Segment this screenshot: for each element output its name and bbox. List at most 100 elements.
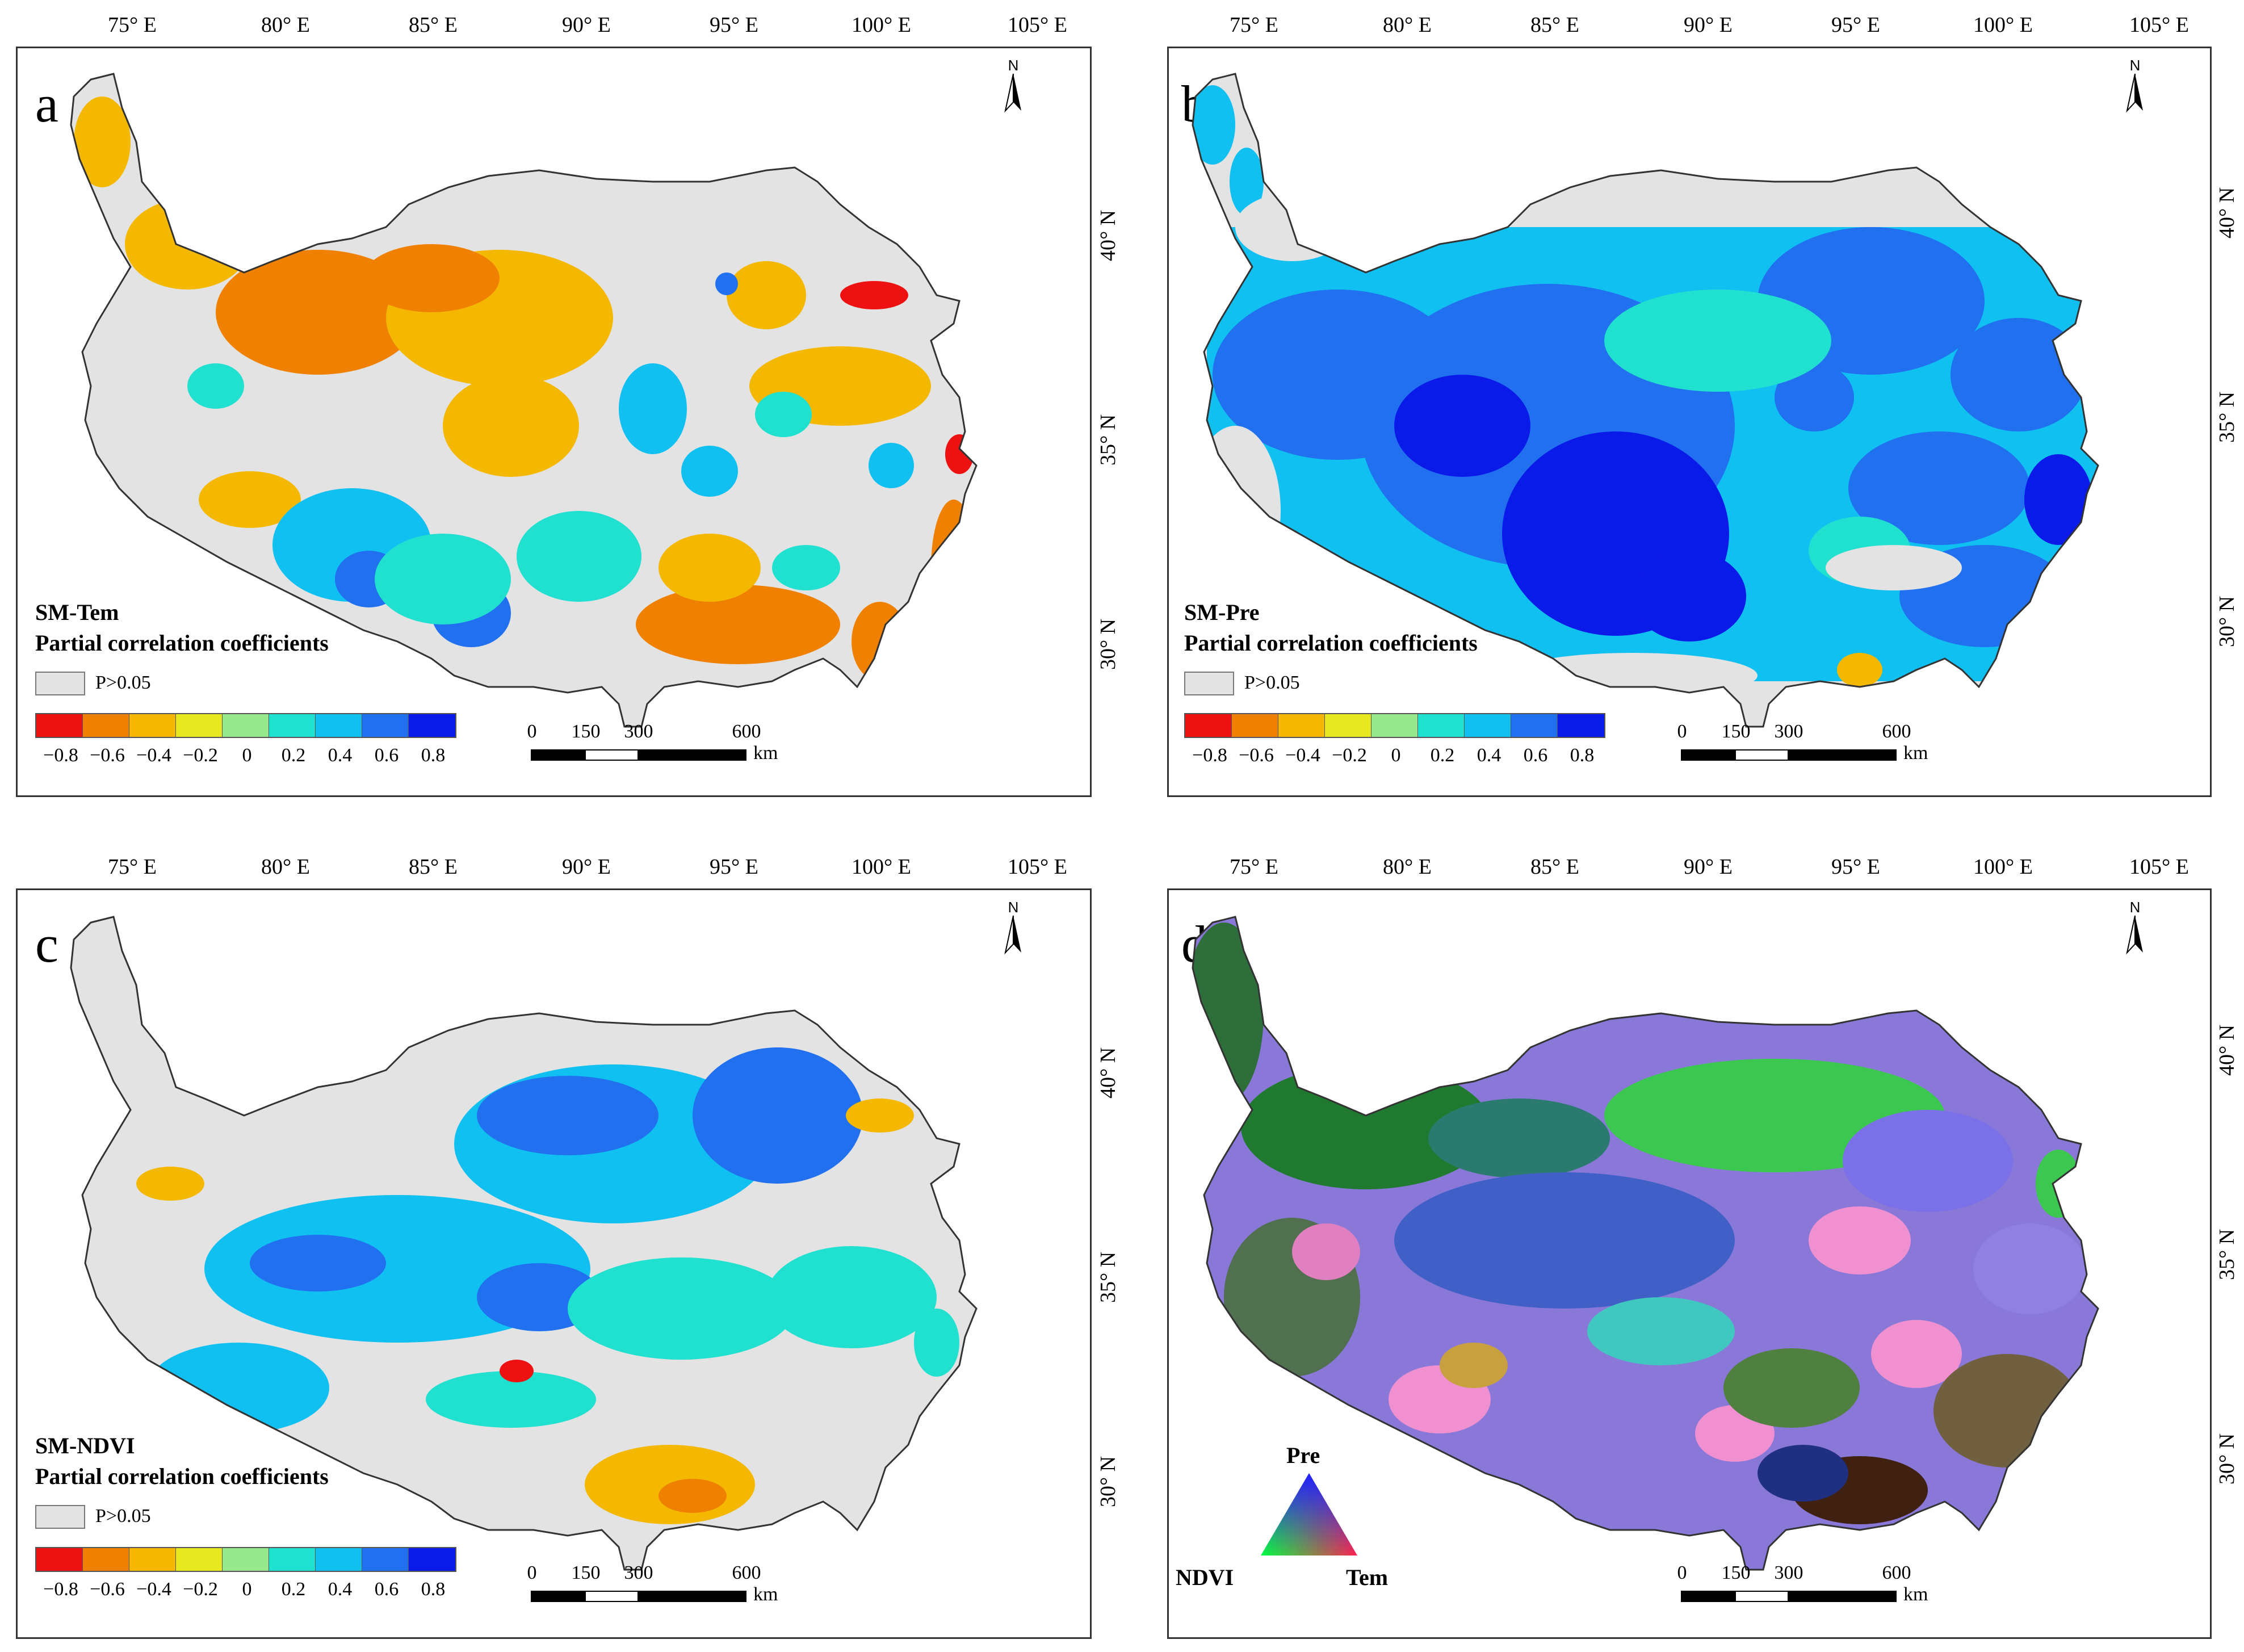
p-value-label: P>0.05 xyxy=(95,672,151,693)
colorbar-swatch xyxy=(316,1548,362,1571)
lat-label: 35° N xyxy=(2215,1228,2239,1280)
lat-label: 40° N xyxy=(1096,1047,1120,1098)
lon-label: 95° E xyxy=(1831,855,1880,879)
colorbar-swatch xyxy=(83,714,129,737)
lon-label: 95° E xyxy=(710,13,758,37)
colorbar-swatch xyxy=(1278,714,1325,737)
lon-label: 90° E xyxy=(562,13,611,37)
colorbar-swatch xyxy=(316,714,362,737)
lon-label: 100° E xyxy=(852,13,911,37)
triangle-label-pre: Pre xyxy=(1286,1443,1320,1468)
correlation-patches xyxy=(136,1047,959,1524)
lon-label: 80° E xyxy=(261,13,310,37)
correlation-patches xyxy=(74,97,976,681)
lat-label: 30° N xyxy=(2215,1433,2239,1485)
p-value-swatch xyxy=(35,672,85,695)
colorbar-swatch xyxy=(409,1548,455,1571)
colorbar xyxy=(1184,713,1605,738)
lon-label: 90° E xyxy=(1684,855,1733,879)
colorbar-swatch xyxy=(176,1548,223,1571)
colorbar-swatch xyxy=(1418,714,1465,737)
colorbar-swatch xyxy=(83,1548,129,1571)
colorbar-swatch xyxy=(269,1548,316,1571)
lon-label: 80° E xyxy=(1383,13,1432,37)
lon-label: 95° E xyxy=(1831,13,1880,37)
lon-label: 100° E xyxy=(1973,855,2033,879)
map-sm-ndvi xyxy=(70,916,978,1571)
panel-title: SM-Pre Partial correlation coefficients xyxy=(1184,599,1478,656)
panel-letter: c xyxy=(35,915,58,973)
lat-label: 40° N xyxy=(2215,187,2239,238)
colorbar-swatch xyxy=(1232,714,1278,737)
lon-label: 75° E xyxy=(1230,855,1278,879)
north-arrow-icon: N xyxy=(996,899,1030,955)
panel-letter: a xyxy=(35,75,58,133)
colorbar-swatch xyxy=(1511,714,1558,737)
colorbar xyxy=(35,1547,456,1572)
colorbar-swatch xyxy=(36,714,83,737)
lon-label: 80° E xyxy=(261,855,310,879)
lon-label: 75° E xyxy=(1230,13,1278,37)
lon-label: 85° E xyxy=(409,13,458,37)
panel-a: 75° E 80° E 85° E 90° E 95° E 100° E 105… xyxy=(0,0,1122,826)
triangle-label-tem: Tem xyxy=(1346,1565,1389,1590)
colorbar-swatch xyxy=(176,714,223,737)
lat-label: 30° N xyxy=(2215,596,2239,647)
colorbar-swatch xyxy=(269,714,316,737)
colorbar-swatch xyxy=(223,1548,269,1571)
lon-label: 85° E xyxy=(1530,13,1579,37)
lat-label: 35° N xyxy=(1096,1251,1120,1303)
lat-label: 35° N xyxy=(1096,414,1120,466)
p-value-swatch xyxy=(1184,672,1234,695)
lat-label: 40° N xyxy=(2215,1024,2239,1076)
colorbar-swatch xyxy=(129,1548,176,1571)
colorbar-swatch xyxy=(223,714,269,737)
colorbar xyxy=(35,713,456,738)
map-sm-tem xyxy=(70,73,978,728)
panel-title: SM-NDVI Partial correlation coefficients xyxy=(35,1433,329,1489)
colorbar-swatch xyxy=(362,1548,409,1571)
lon-label: 85° E xyxy=(409,855,458,879)
colorbar-swatch xyxy=(362,714,409,737)
panel-d: 75° E 80° E 85° E 90° E 95° E 100° E 105… xyxy=(1122,826,2244,1652)
lon-label: 105° E xyxy=(1008,13,1067,37)
north-arrow-icon: N xyxy=(2118,899,2152,955)
lat-label: 30° N xyxy=(1096,1456,1120,1507)
colorbar-swatch xyxy=(1371,714,1418,737)
north-arrow-icon: N xyxy=(2118,57,2152,114)
panel-c: 75° E 80° E 85° E 90° E 95° E 100° E 105… xyxy=(0,826,1122,1652)
lon-label: 105° E xyxy=(1008,855,1067,879)
lon-label: 80° E xyxy=(1383,855,1432,879)
rgb-triangle-legend xyxy=(1261,1473,1357,1555)
lon-label: 85° E xyxy=(1530,855,1579,879)
lon-label: 100° E xyxy=(1973,13,2033,37)
composite-patches xyxy=(1193,923,2087,1524)
map-rgb-composite xyxy=(1192,916,2099,1571)
triangle-label-ndvi: NDVI xyxy=(1176,1565,1234,1590)
p-value-label: P>0.05 xyxy=(1244,672,1300,693)
colorbar-swatch xyxy=(409,714,455,737)
colorbar-swatch xyxy=(1325,714,1371,737)
lon-label: 75° E xyxy=(108,855,157,879)
colorbar-swatch xyxy=(129,714,176,737)
colorbar-swatch xyxy=(36,1548,83,1571)
colorbar-swatch xyxy=(1558,714,1604,737)
colorbar-swatch xyxy=(1465,714,1511,737)
colorbar-swatch xyxy=(1185,714,1232,737)
lat-label: 35° N xyxy=(2215,391,2239,443)
p-value-swatch xyxy=(35,1505,85,1529)
lon-label: 75° E xyxy=(108,13,157,37)
map-sm-pre xyxy=(1192,73,2099,728)
lon-label: 90° E xyxy=(562,855,611,879)
lat-label: 40° N xyxy=(1096,209,1120,261)
lon-label: 105° E xyxy=(2129,13,2189,37)
lat-label: 30° N xyxy=(1096,618,1120,670)
panel-b: 75° E 80° E 85° E 90° E 95° E 100° E 105… xyxy=(1122,0,2244,826)
north-arrow-icon: N xyxy=(996,57,1030,114)
lon-label: 100° E xyxy=(852,855,911,879)
lon-label: 90° E xyxy=(1684,13,1733,37)
lon-label: 105° E xyxy=(2129,855,2189,879)
panel-title: SM-Tem Partial correlation coefficients xyxy=(35,599,329,656)
p-value-label: P>0.05 xyxy=(95,1506,151,1527)
lon-label: 95° E xyxy=(710,855,758,879)
